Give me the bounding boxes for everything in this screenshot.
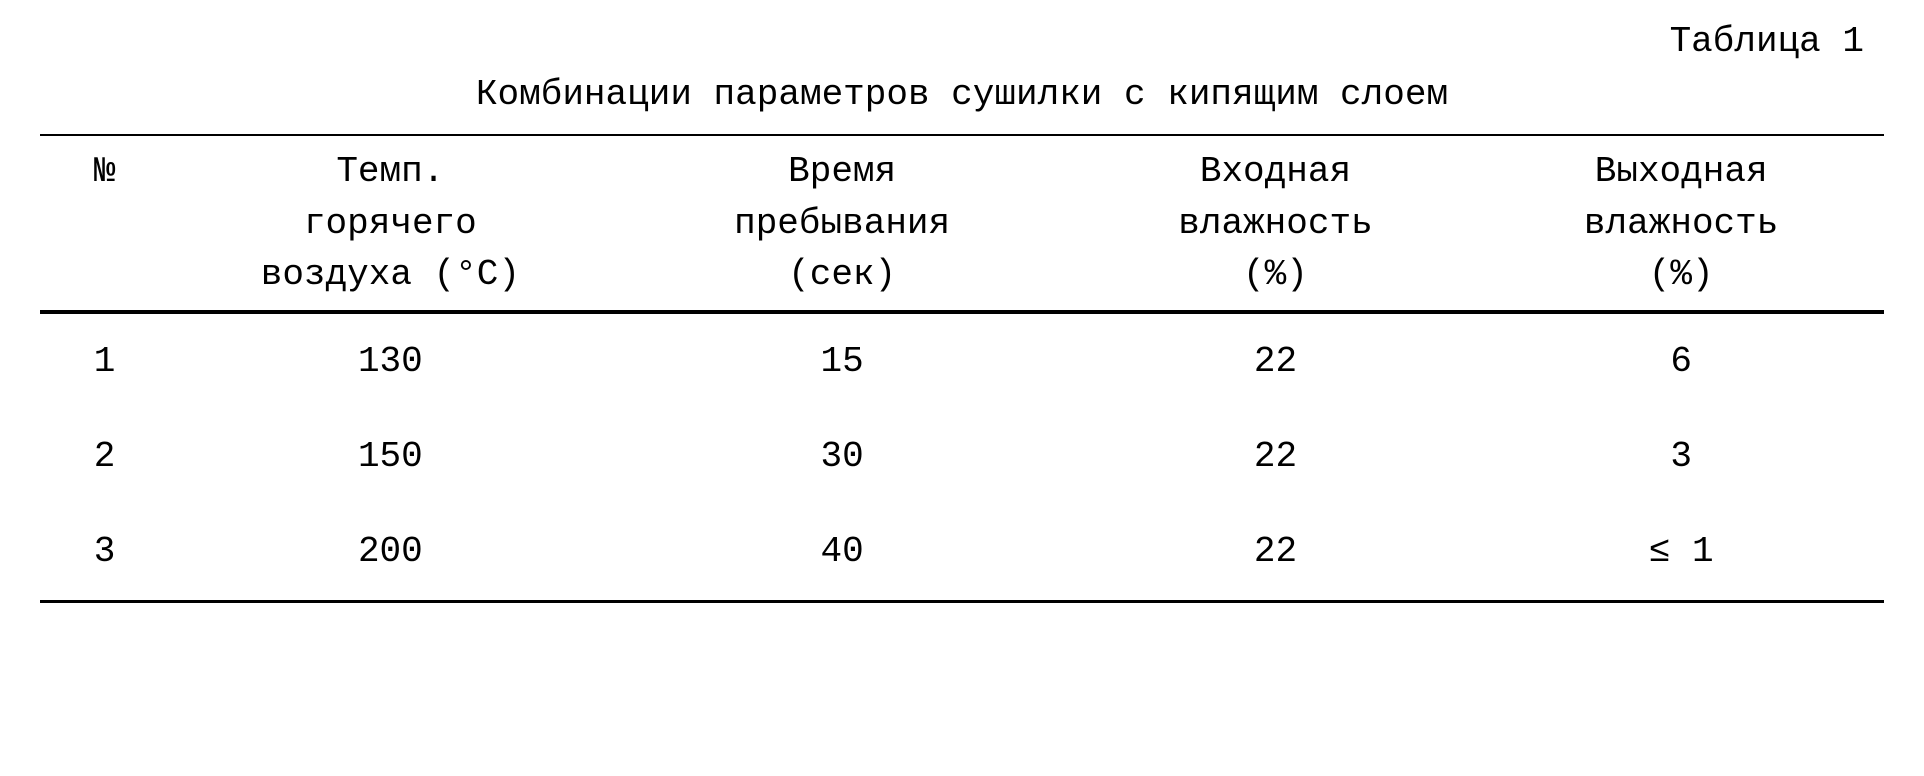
col-header-temp-l3: воздуха (°C) (170, 249, 611, 300)
col-header-inhum-l2: влажность (1074, 198, 1478, 249)
table-caption: Комбинации параметров сушилки с кипящим … (40, 73, 1884, 116)
table-header-row: № Темп. горячего воздуха (°C) Время преб… (40, 135, 1884, 312)
cell-time: 40 (612, 504, 1073, 601)
cell-time: 15 (612, 312, 1073, 409)
col-header-num-l3 (41, 206, 168, 214)
col-header-outhum: Выходная влажность (%) (1478, 135, 1884, 312)
table-row: 2 150 30 22 3 (40, 409, 1884, 504)
col-header-inhum-l3: (%) (1074, 249, 1478, 300)
col-header-inhum: Входная влажность (%) (1073, 135, 1479, 312)
col-header-outhum-l3: (%) (1479, 249, 1883, 300)
cell-num: 1 (40, 312, 169, 409)
col-header-outhum-l2: влажность (1479, 198, 1883, 249)
col-header-temp-l2: горячего (170, 198, 611, 249)
col-header-time-l2: пребывания (613, 198, 1072, 249)
col-header-time: Время пребывания (сек) (612, 135, 1073, 312)
cell-time: 30 (612, 409, 1073, 504)
cell-outhum: 3 (1478, 409, 1884, 504)
data-table: № Темп. горячего воздуха (°C) Время преб… (40, 134, 1884, 602)
col-header-num: № (40, 135, 169, 312)
table-row: 3 200 40 22 ≤ 1 (40, 504, 1884, 601)
col-header-time-l3: (сек) (613, 249, 1072, 300)
cell-inhum: 22 (1073, 312, 1479, 409)
col-header-temp: Темп. горячего воздуха (°C) (169, 135, 612, 312)
col-header-temp-l1: Темп. (170, 146, 611, 197)
cell-outhum: ≤ 1 (1478, 504, 1884, 601)
cell-inhum: 22 (1073, 409, 1479, 504)
document-page: Таблица 1 Комбинации параметров сушилки … (40, 20, 1884, 603)
col-header-time-l1: Время (613, 146, 1072, 197)
table-number: Таблица 1 (40, 20, 1884, 63)
col-header-num-l1: № (41, 146, 168, 197)
table-row: 1 130 15 22 6 (40, 312, 1884, 409)
cell-temp: 200 (169, 504, 612, 601)
cell-inhum: 22 (1073, 504, 1479, 601)
col-header-inhum-l1: Входная (1074, 146, 1478, 197)
col-header-outhum-l1: Выходная (1479, 146, 1883, 197)
cell-outhum: 6 (1478, 312, 1884, 409)
cell-num: 2 (40, 409, 169, 504)
cell-temp: 130 (169, 312, 612, 409)
cell-temp: 150 (169, 409, 612, 504)
col-header-num-l2 (41, 198, 168, 206)
cell-num: 3 (40, 504, 169, 601)
